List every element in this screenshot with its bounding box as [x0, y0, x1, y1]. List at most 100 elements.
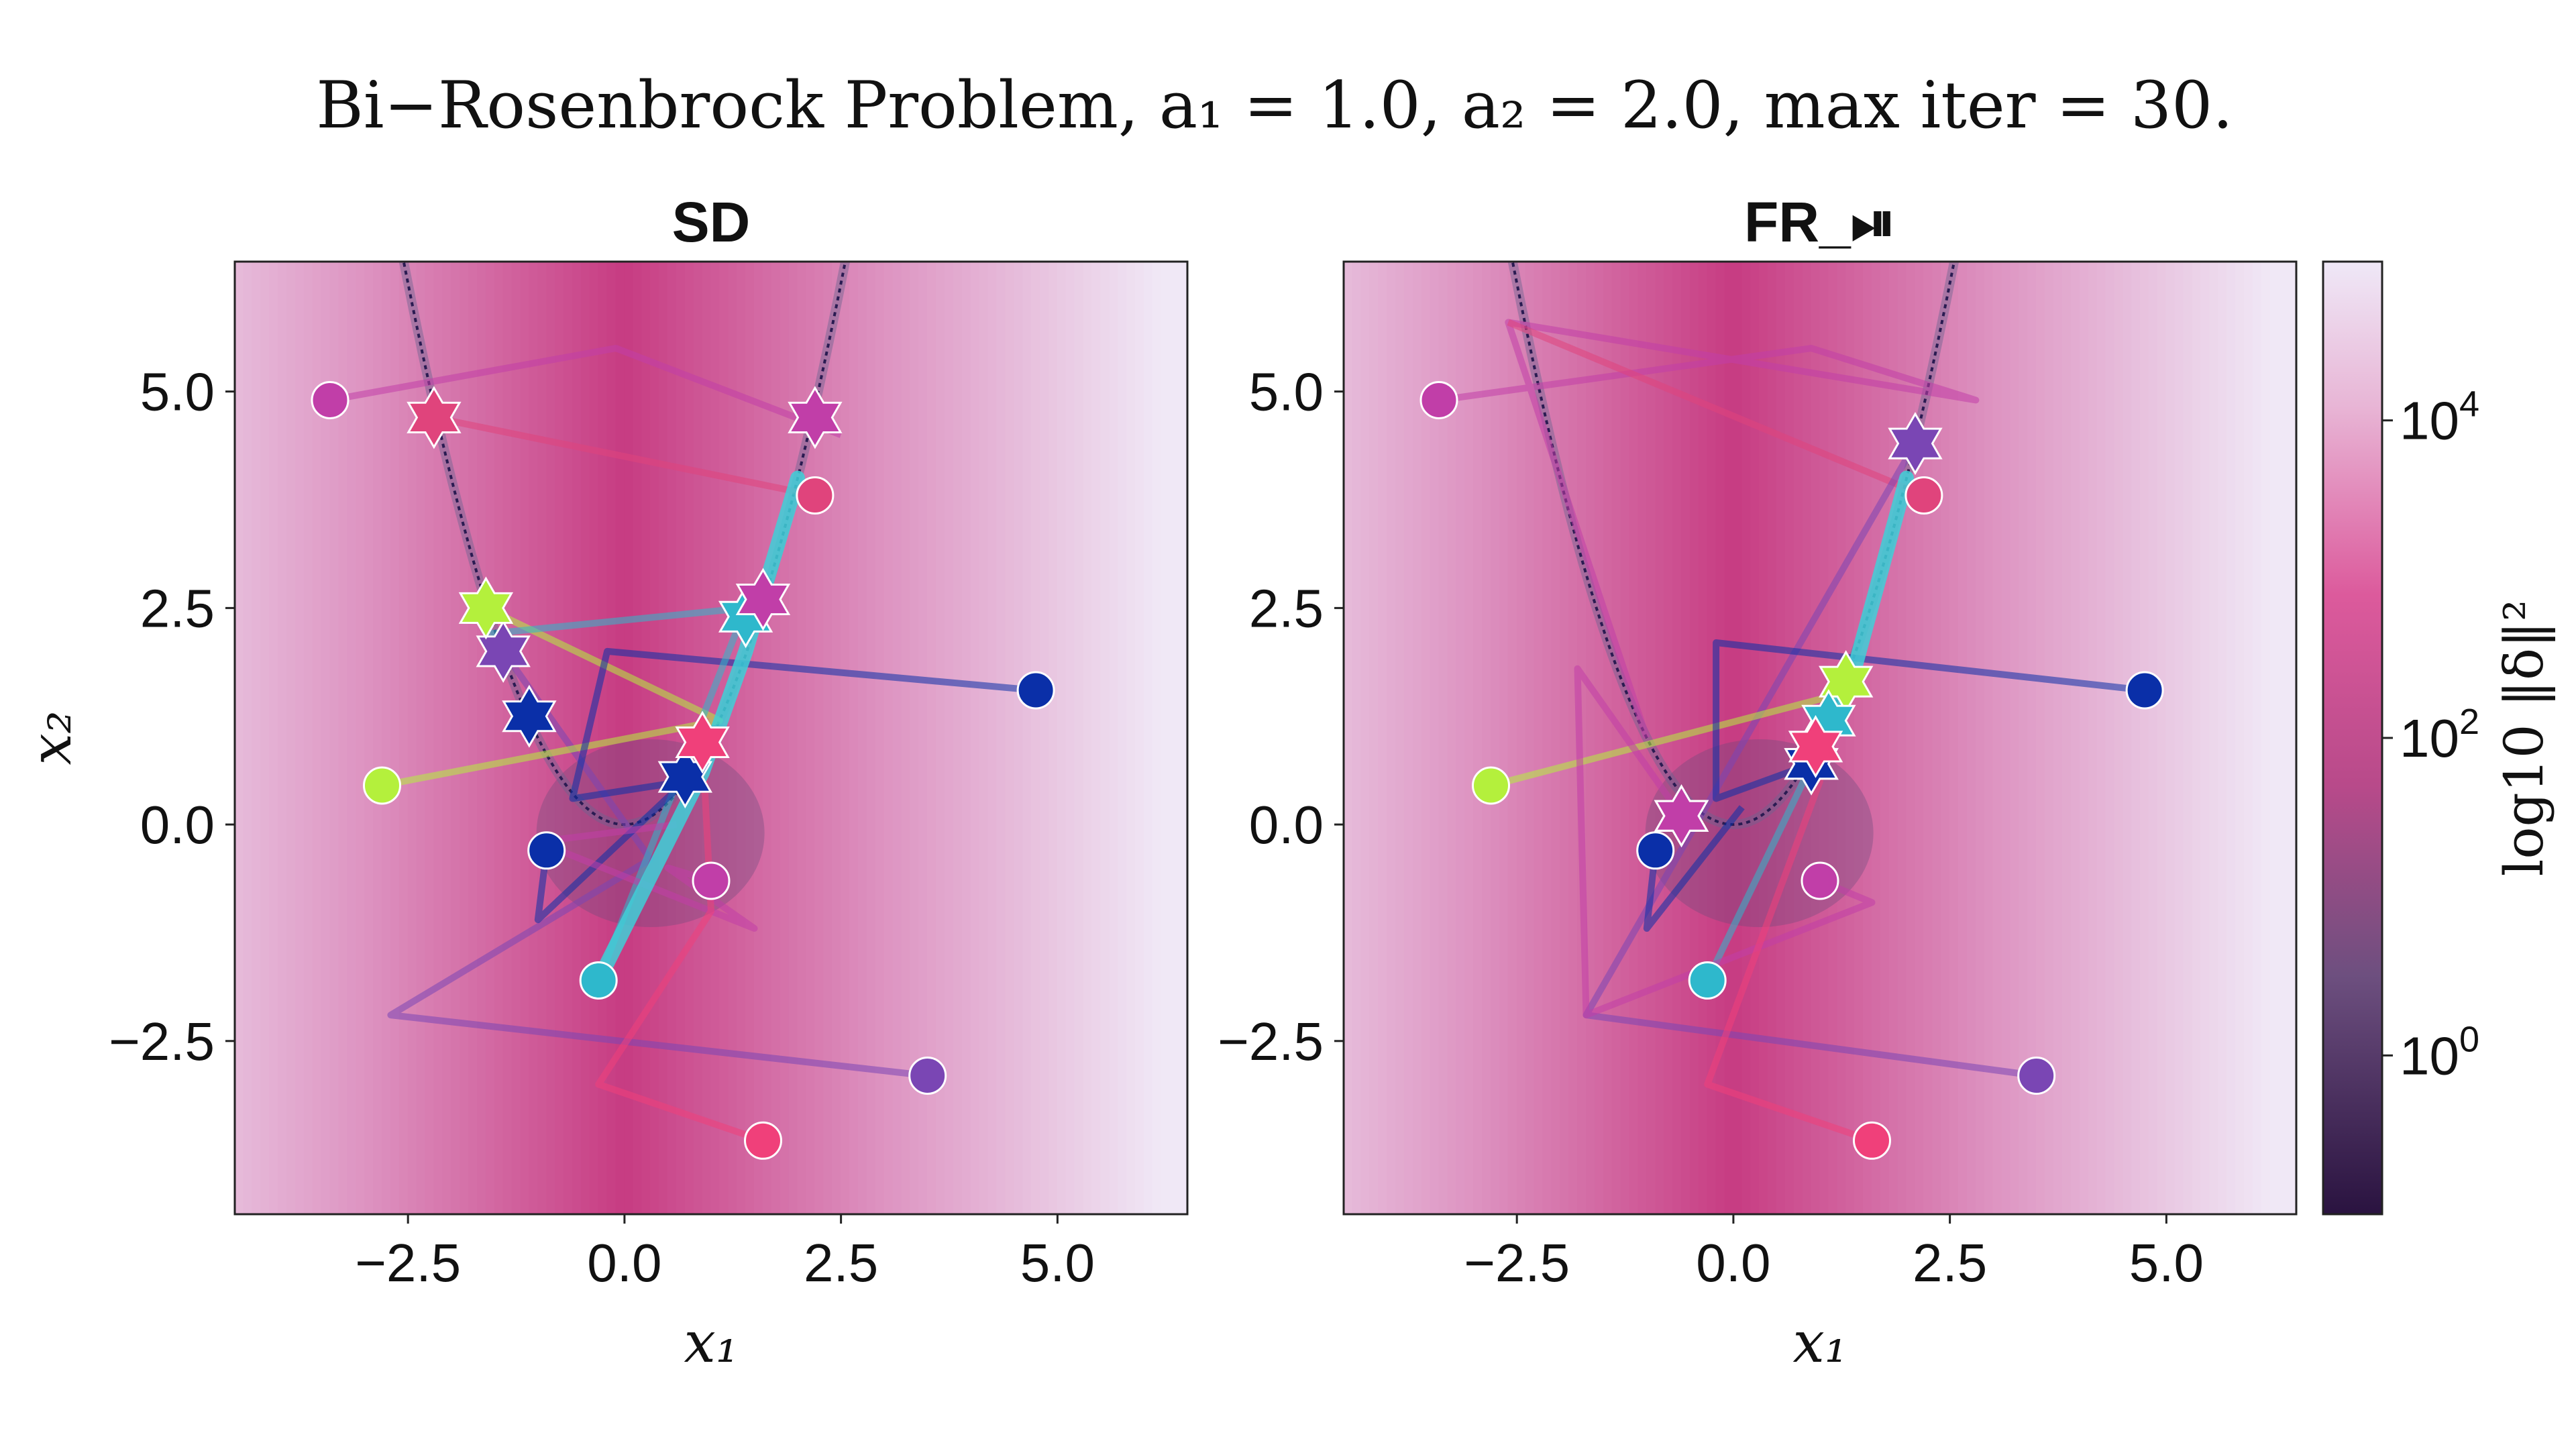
- field-band: [719, 262, 729, 1214]
- field-band: [1178, 262, 1187, 1214]
- field-band: [883, 262, 894, 1214]
- colorbar-label: log10 ‖δ‖²: [2493, 600, 2555, 876]
- field-band: [936, 262, 945, 1214]
- field-band: [1456, 262, 1466, 1214]
- field-band: [252, 262, 262, 1214]
- field-band: [269, 262, 278, 1214]
- end-point-star: [476, 619, 531, 683]
- field-band: [312, 262, 322, 1214]
- field-band: [1395, 262, 1405, 1214]
- field-band: [1897, 262, 1907, 1214]
- start-point: [1904, 476, 1943, 515]
- field-band: [1100, 262, 1110, 1214]
- field-band: [858, 262, 867, 1214]
- field-band: [1611, 262, 1621, 1214]
- field-band: [979, 262, 989, 1214]
- field-band: [1083, 262, 1093, 1214]
- field-band: [294, 262, 305, 1214]
- end-point-star: [1654, 784, 1709, 848]
- start-point: [527, 831, 566, 870]
- field-band: [1438, 262, 1448, 1214]
- field-band: [1854, 262, 1864, 1214]
- field-band: [1161, 262, 1171, 1214]
- field-band: [1958, 262, 1968, 1214]
- field-band: [373, 262, 382, 1214]
- converged-path: [591, 470, 806, 988]
- field-band: [1967, 262, 1976, 1214]
- field-band: [1560, 262, 1570, 1214]
- field-band: [425, 262, 435, 1214]
- field-band: [1412, 262, 1422, 1214]
- start-point: [908, 1057, 947, 1095]
- start-point: [1801, 861, 1839, 900]
- field-band: [2261, 262, 2271, 1214]
- field-band: [286, 262, 296, 1214]
- field-band: [407, 262, 417, 1214]
- field-band: [260, 262, 270, 1214]
- field-band: [1941, 262, 1951, 1214]
- field-band: [2105, 262, 2115, 1214]
- y-tick-label: 5.0: [1249, 362, 1324, 422]
- field-band: [502, 262, 513, 1214]
- field-band: [1750, 262, 1760, 1214]
- field-band: [1507, 262, 1517, 1214]
- field-band: [2149, 262, 2158, 1214]
- start-point: [796, 476, 835, 515]
- y-tick-label: 2.5: [1249, 578, 1324, 638]
- field-band: [832, 262, 842, 1214]
- trajectory-line: [595, 742, 765, 1144]
- field-band: [737, 262, 747, 1214]
- field-band: [2027, 262, 2037, 1214]
- end-point-star: [735, 568, 791, 631]
- end-point-star: [502, 684, 557, 748]
- field-band: [1932, 262, 1942, 1214]
- field-band: [2010, 262, 2020, 1214]
- field-band: [2036, 262, 2046, 1214]
- field-band: [1387, 262, 1396, 1214]
- field-band: [910, 262, 920, 1214]
- field-band: [1499, 262, 1509, 1214]
- field-band: [2209, 262, 2219, 1214]
- field-band: [676, 262, 686, 1214]
- field-band: [1144, 262, 1153, 1214]
- y-tick-label: 0.0: [140, 795, 215, 855]
- field-band: [1992, 262, 2002, 1214]
- field-band: [347, 262, 357, 1214]
- panel-title: SD: [672, 191, 751, 254]
- field-band: [970, 262, 980, 1214]
- field-band: [1152, 262, 1162, 1214]
- sd-panel: −2.5 0.0 2.5 5.0 −2.5 0.0 2.5 5.0 SD x₁ x₂: [18, 191, 1189, 1375]
- field-band: [1074, 262, 1084, 1214]
- field-band: [2218, 262, 2228, 1214]
- field-band: [945, 262, 954, 1214]
- field-band: [1344, 262, 1353, 1214]
- field-band: [841, 262, 850, 1214]
- field-band: [1369, 262, 1379, 1214]
- field-band: [2114, 262, 2124, 1214]
- start-point: [2017, 1057, 2056, 1095]
- field-band: [987, 262, 998, 1214]
- field-band: [650, 262, 659, 1214]
- field-band: [2183, 262, 2193, 1214]
- field-band: [433, 262, 443, 1214]
- y-tick-label: −2.5: [109, 1012, 215, 1071]
- field-band: [780, 262, 790, 1214]
- field-band: [364, 262, 374, 1214]
- x-tick-label: −2.5: [355, 1233, 461, 1293]
- field-band: [1776, 262, 1786, 1214]
- field-band: [2235, 262, 2245, 1214]
- field-band: [2001, 262, 2011, 1214]
- field-band: [1516, 262, 1526, 1214]
- field-band: [511, 262, 521, 1214]
- field-band: [1057, 262, 1067, 1214]
- axes-frame: [233, 260, 1189, 1216]
- field-band: [1430, 262, 1440, 1214]
- figure-title: Bi−Rosenbrock Problem, a₁ = 1.0, a₂ = 2.…: [316, 68, 2233, 143]
- x-tick-label: 2.5: [1913, 1233, 1987, 1293]
- plot-area: [235, 262, 1187, 1214]
- field-band: [2062, 262, 2072, 1214]
- start-point: [2125, 671, 2164, 710]
- field-band: [1421, 262, 1431, 1214]
- field-band: [961, 262, 971, 1214]
